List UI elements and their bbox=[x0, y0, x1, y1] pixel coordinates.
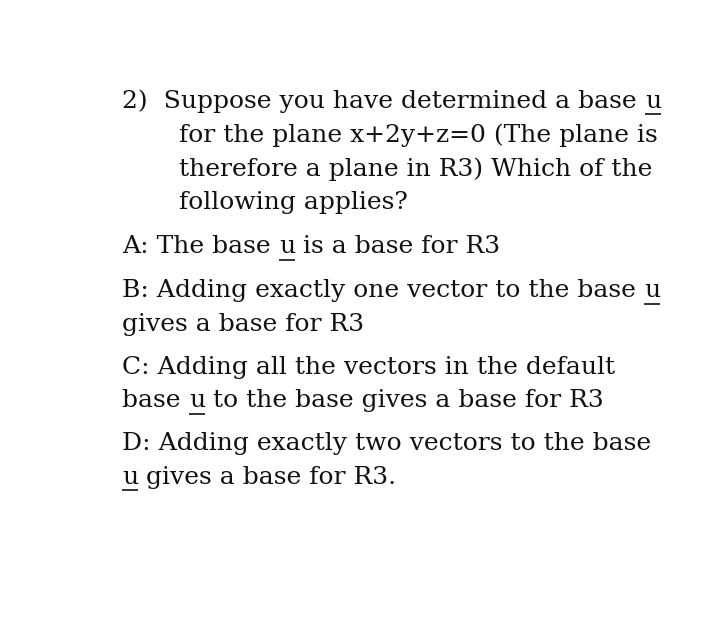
Text: for the plane x+2y+z=0 (The plane is: for the plane x+2y+z=0 (The plane is bbox=[179, 123, 658, 147]
Text: to the base gives a base for R3: to the base gives a base for R3 bbox=[205, 389, 604, 412]
Text: following applies?: following applies? bbox=[179, 191, 408, 214]
Text: is a base for R3: is a base for R3 bbox=[295, 236, 500, 259]
Text: u: u bbox=[279, 236, 295, 259]
Text: u: u bbox=[189, 389, 205, 412]
Text: u: u bbox=[644, 280, 660, 303]
Text: u: u bbox=[122, 466, 138, 489]
Text: therefore a plane in R3) Which of the: therefore a plane in R3) Which of the bbox=[179, 157, 652, 180]
Text: base: base bbox=[122, 389, 189, 412]
Text: A: The base: A: The base bbox=[122, 236, 279, 259]
Text: 2)  Suppose you have determined a base: 2) Suppose you have determined a base bbox=[122, 89, 645, 113]
Text: D: Adding exactly two vectors to the base: D: Adding exactly two vectors to the bas… bbox=[122, 432, 652, 455]
Text: gives a base for R3.: gives a base for R3. bbox=[138, 466, 397, 489]
Text: C: Adding all the vectors in the default: C: Adding all the vectors in the default bbox=[122, 356, 616, 379]
Text: u: u bbox=[645, 90, 661, 113]
Text: B: Adding exactly one vector to the base: B: Adding exactly one vector to the base bbox=[122, 280, 644, 303]
Text: gives a base for R3: gives a base for R3 bbox=[122, 312, 364, 336]
